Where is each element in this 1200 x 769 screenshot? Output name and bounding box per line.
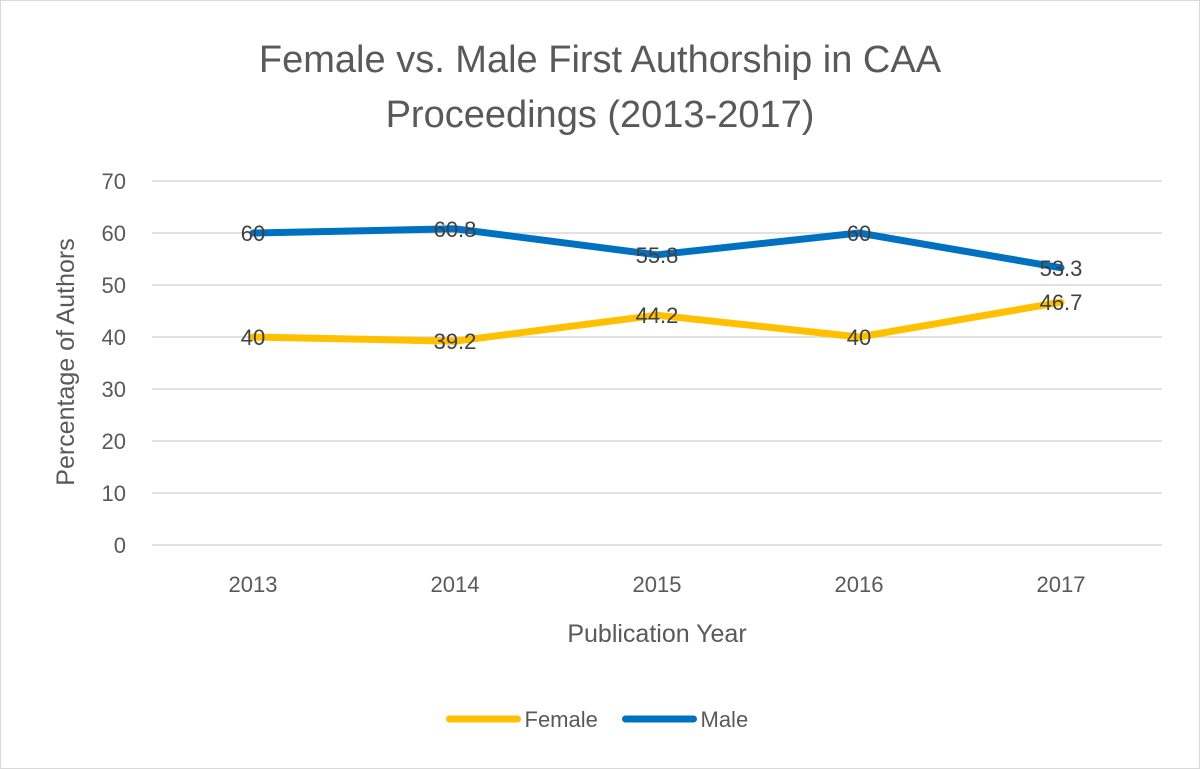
y-axis-title: Percentage of Authors bbox=[52, 238, 80, 485]
data-label-female-2016: 40 bbox=[847, 325, 871, 350]
data-label-male-2015: 55.8 bbox=[636, 243, 679, 268]
y-tick-label-60: 60 bbox=[102, 221, 126, 246]
chart-title-line-2: Proceedings (2013-2017) bbox=[386, 94, 815, 136]
chart-title: Female vs. Male First Authorship in CAA … bbox=[259, 39, 942, 136]
legend-label-female: Female bbox=[525, 707, 598, 732]
data-label-female-2014: 39.2 bbox=[434, 329, 477, 354]
data-label-female-2017: 46.7 bbox=[1040, 290, 1083, 315]
data-label-male-2013: 60 bbox=[241, 221, 265, 246]
data-label-male-2017: 53.3 bbox=[1040, 256, 1083, 281]
data-label-male-2014: 60.8 bbox=[434, 217, 477, 242]
y-tick-label-40: 40 bbox=[102, 325, 126, 350]
gridlines bbox=[152, 180, 1162, 546]
x-tick-label-2013: 2013 bbox=[229, 572, 278, 597]
x-axis-title: Publication Year bbox=[567, 620, 746, 648]
data-label-female-2015: 44.2 bbox=[636, 303, 679, 328]
y-tick-label-30: 30 bbox=[102, 377, 126, 402]
legend: Female Male bbox=[446, 707, 749, 732]
chart-title-line-1: Female vs. Male First Authorship in CAA bbox=[259, 39, 942, 81]
legend-label-male: Male bbox=[701, 707, 749, 732]
y-tick-label-50: 50 bbox=[102, 273, 126, 298]
data-label-male-2016: 60 bbox=[847, 221, 871, 246]
data-labels: 40 39.2 44.2 40 46.7 60 60.8 55.8 60 53.3 bbox=[241, 217, 1083, 354]
y-tick-label-10: 10 bbox=[102, 481, 126, 506]
y-tick-label-0: 0 bbox=[114, 533, 126, 558]
series-lines bbox=[249, 225, 1065, 345]
x-tick-label-2014: 2014 bbox=[431, 572, 480, 597]
x-tick-label-2017: 2017 bbox=[1037, 572, 1086, 597]
y-tick-label-70: 70 bbox=[102, 169, 126, 194]
x-tick-label-2016: 2016 bbox=[835, 572, 884, 597]
y-tick-label-20: 20 bbox=[102, 429, 126, 454]
x-axis-ticks: 2013 2014 2015 2016 2017 bbox=[229, 572, 1086, 597]
data-label-female-2013: 40 bbox=[241, 325, 265, 350]
y-axis-ticks: 0 10 20 30 40 50 60 70 bbox=[102, 169, 126, 558]
x-tick-label-2015: 2015 bbox=[633, 572, 682, 597]
